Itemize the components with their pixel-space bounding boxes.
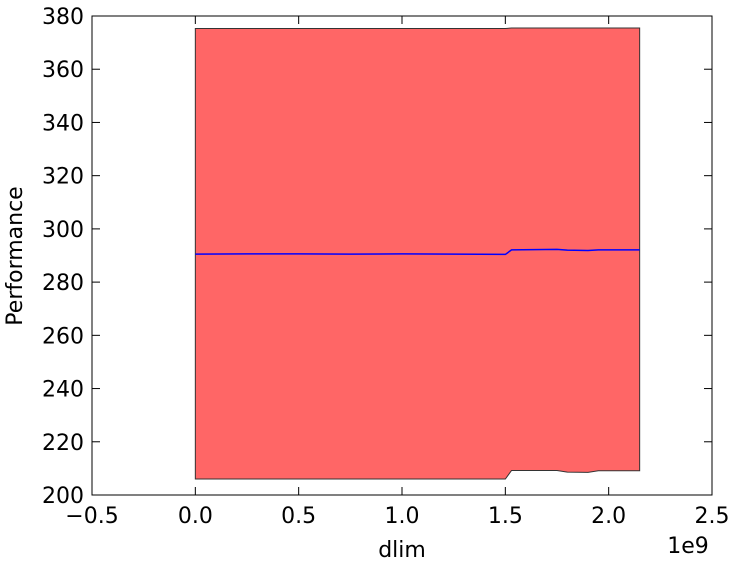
x-axis-label: dlim [378,538,426,563]
y-tick-label: 300 [42,218,84,243]
x-tick-label: 1.5 [488,504,523,529]
y-tick-label: 200 [42,484,84,509]
x-tick-label: 1.0 [385,504,420,529]
mean-line [195,248,640,256]
y-tick-label: 360 [42,58,84,83]
y-tick-label: 240 [42,378,84,403]
x-tick-label: −0.5 [65,504,118,529]
y-tick-label: 220 [42,431,84,456]
x-tick-label: 2.0 [591,504,626,529]
y-tick-label: 340 [42,111,84,136]
x-tick-label: 2.5 [695,504,730,529]
y-axis-label: Performance [3,186,28,325]
y-tick-label: 260 [42,324,84,349]
x-tick-label: 0.0 [178,504,213,529]
x-tick-label: 0.5 [281,504,316,529]
x-offset-label: 1e9 [667,534,709,559]
y-tick-label: 320 [42,165,84,190]
y-tick-label: 380 [42,5,84,30]
y-tick-label: 280 [42,271,84,296]
